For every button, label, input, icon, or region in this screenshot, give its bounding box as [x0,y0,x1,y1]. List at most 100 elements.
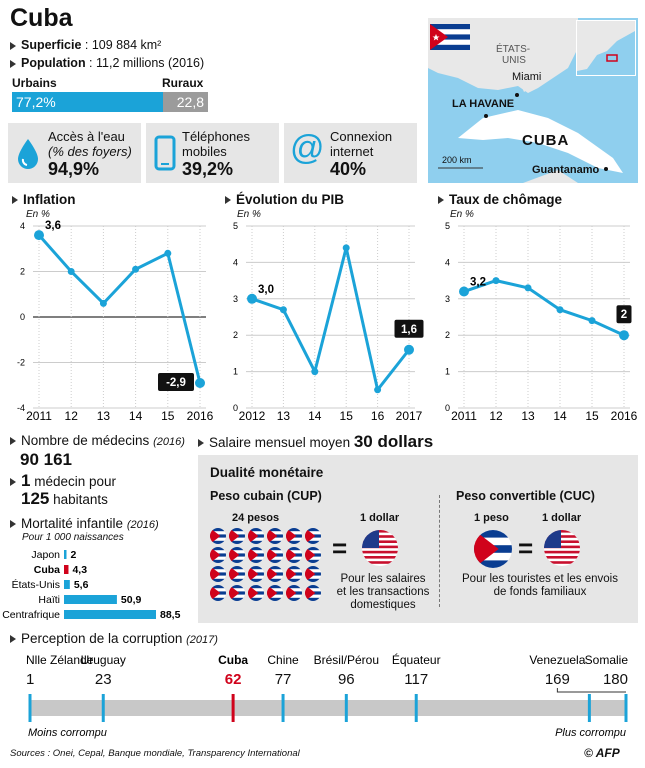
dualite-divider [439,495,440,607]
urbains-fill [12,92,164,112]
data-point [311,368,319,376]
y-tick-label: -4 [17,403,25,413]
x-tick-label: 15 [340,409,354,423]
cuba-flag-icon [430,24,470,50]
cuba-flag-icon [229,585,245,601]
stat-internet-value: 40% [330,159,367,179]
y-tick-label: 4 [233,257,238,267]
value-label: 2 [621,309,627,321]
data-point [99,299,107,307]
bar [64,550,67,559]
ruraux-label: Ruraux [162,76,204,90]
scale-rank-label: 1 [26,671,34,688]
cuc-amount: 1 peso [474,512,509,524]
cuba-flag-icon [286,528,302,544]
scale-country-label: Chine [267,653,299,667]
cuc-dollar: 1 dollar [542,512,582,524]
x-tick-label: 14 [553,409,567,423]
scale-country-label: Nlle Zélande [26,653,94,667]
y-tick-label: 0 [445,403,450,413]
chart-inflation: Inflation En % -4 -2 0 2 4 2011 12 13 14 15 2016 3,… [0,188,215,426]
x-tick-label: 14 [129,409,143,423]
scale-left-label: Moins corrompu [28,727,107,739]
population-value: : 11,2 millions (2016) [85,56,205,70]
cup-equals: = [332,533,348,563]
urbains-label: Urbains [12,76,57,90]
population-label: Population [21,56,86,70]
y-tick-label: 0 [233,403,238,413]
cuba-flag-icon [248,566,264,582]
value-label: 3,2 [470,277,486,289]
stat-water-line1: Accès à l'eau [48,129,125,144]
chart-inflation-plot: -4 -2 0 2 4 2011 12 13 14 15 2016 3,6 -2,9 [17,220,214,423]
cuba-flag-icon [248,585,264,601]
scale-rank-label: 23 [95,671,112,688]
dualite-title: Dualité monétaire [210,465,324,480]
value-label-box [616,305,632,324]
cuba-flag-icon [286,566,302,582]
cuba-flag-icon [267,566,283,582]
scale-bar [30,700,626,716]
cuba-flag-icon [267,585,283,601]
x-tick-label: 2017 [396,409,423,423]
venezuela-leader-line [556,688,626,693]
scale-country-label: Cuba [218,653,248,667]
cup-desc: Pour les salaires et les transactions dome… [336,573,430,611]
x-tick-label: 12 [489,409,503,423]
data-point [374,386,382,394]
cuc-cuba-flag-icon [474,530,512,568]
cuba-flag-icon [305,547,321,563]
bar [64,565,69,574]
scale-rank-label: 62 [225,671,242,688]
map: ÉTATS- UNIS Miami LA HAVANE CUBA Guantan… [428,18,638,183]
bar-category-label: Haïti [38,594,60,606]
map-scale-label: 200 km [442,155,472,165]
data-point [164,249,172,257]
bar-category-label: Cuba [34,564,60,576]
stat-box-water: Accès à l'eau (% des foyers) 94,9% [8,123,141,183]
map-guantanamo-label: Guantanamo [532,164,600,176]
cup-title: Peso cubain (CUP) [210,489,322,503]
chart-inflation-ylabel: En % [26,209,50,220]
x-tick-label: 13 [521,409,535,423]
medecins-value: 90 161 [20,450,72,469]
cuba-flag-icon [210,585,226,601]
data-point [492,277,500,285]
salaire-line: Salaire mensuel moyen 30 dollars [198,432,433,452]
medecins-label: Nombre de médecins (2016) [10,433,185,448]
scale-right-label: Plus corrompu [555,727,626,739]
cuba-flag-icon [286,585,302,601]
data-point [195,377,205,388]
x-tick-label: 14 [308,409,322,423]
cuba-flag-icon [210,528,226,544]
bar [64,580,70,589]
scale-country-label: Brésil/Pérou [314,653,379,667]
bar-value-label: 4,3 [72,564,87,576]
scale-country-label: Uruguay [81,653,126,667]
y-tick-label: 1 [445,367,450,377]
bar-value-label: 50,9 [121,594,142,606]
y-tick-label: 0 [20,312,25,322]
value-label: 1,6 [401,324,417,336]
afp-credit: © AFP [584,746,620,760]
data-point [556,306,564,314]
value-label: 3,6 [45,220,61,232]
value-label-box [394,319,424,338]
stat-phone-value: 39,2% [182,159,234,179]
stat-water-line2: (% des foyers) [48,144,132,159]
inset-map-shapes [577,21,635,71]
stat-internet-line2: internet [330,144,374,159]
y-tick-label: 5 [233,221,238,231]
x-tick-label: 2011 [451,409,477,423]
urbains-value: 77,2% [16,94,56,110]
chart-chomage-ylabel: En % [450,209,474,220]
cup-amount: 24 pesos [232,512,280,524]
x-tick-label: 13 [277,409,291,423]
data-point [132,265,140,273]
scale-country-label: Venezuela [529,653,585,667]
superficie-label: Superficie [21,38,82,52]
stat-box-phone: Téléphones mobiles 39,2% [146,123,279,183]
scale-rank-label: 180 [603,671,628,688]
urban-rural-bar: 77,2% 22,8 [12,92,208,112]
chart-chomage: Taux de chômage En % 0 1 2 3 4 5 2011 12 13 14 15 2… [430,188,645,426]
